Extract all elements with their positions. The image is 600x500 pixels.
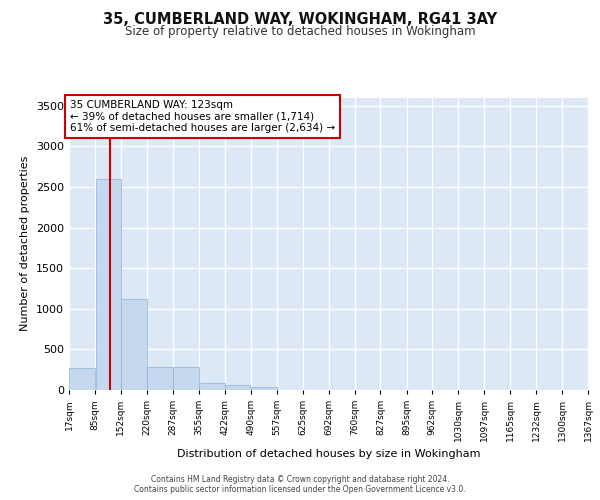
Y-axis label: Number of detached properties: Number of detached properties <box>20 156 31 332</box>
Text: 35, CUMBERLAND WAY, WOKINGHAM, RG41 3AY: 35, CUMBERLAND WAY, WOKINGHAM, RG41 3AY <box>103 12 497 28</box>
Text: Contains HM Land Registry data © Crown copyright and database right 2024.
Contai: Contains HM Land Registry data © Crown c… <box>134 474 466 494</box>
Bar <box>173 367 199 390</box>
Bar <box>148 367 173 390</box>
Bar <box>95 179 121 390</box>
Bar <box>70 368 95 390</box>
Bar <box>199 382 224 390</box>
Bar <box>251 387 277 390</box>
Bar <box>121 299 146 390</box>
X-axis label: Distribution of detached houses by size in Wokingham: Distribution of detached houses by size … <box>177 450 480 460</box>
Text: Size of property relative to detached houses in Wokingham: Size of property relative to detached ho… <box>125 25 475 38</box>
Text: 35 CUMBERLAND WAY: 123sqm
← 39% of detached houses are smaller (1,714)
61% of se: 35 CUMBERLAND WAY: 123sqm ← 39% of detac… <box>70 100 335 133</box>
Bar <box>225 385 250 390</box>
